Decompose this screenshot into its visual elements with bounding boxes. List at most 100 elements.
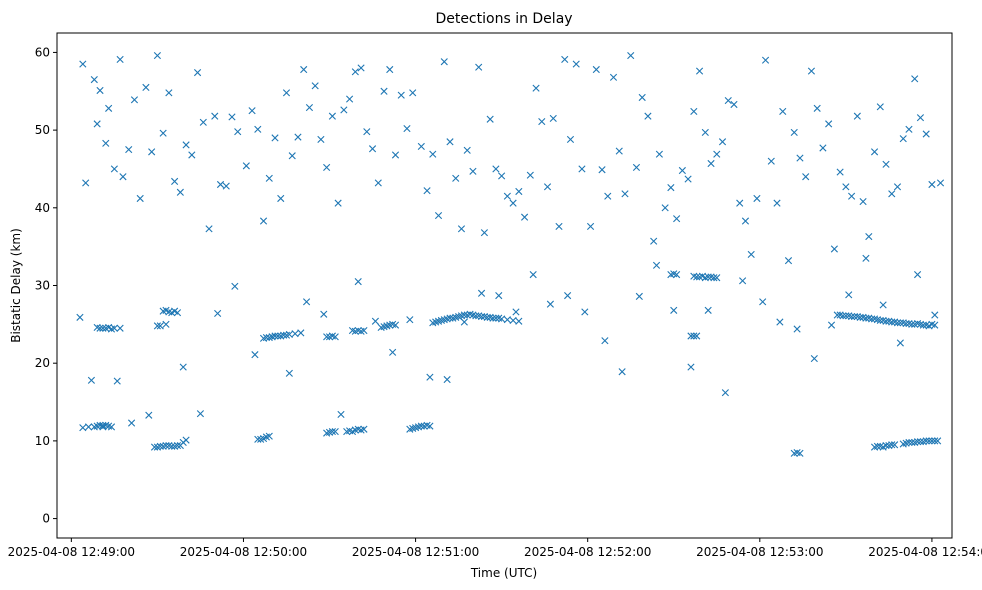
- scatter-point: [483, 313, 491, 321]
- scatter-point: [739, 277, 747, 285]
- scatter-point: [492, 165, 500, 173]
- scatter-point: [346, 95, 354, 103]
- scatter-point: [457, 225, 466, 233]
- scatter-point: [526, 171, 534, 179]
- scatter-point: [919, 321, 927, 329]
- scatter-point: [498, 315, 506, 323]
- scatter-point: [627, 51, 635, 60]
- scatter-point: [609, 73, 618, 81]
- scatter-point: [188, 151, 196, 159]
- scatter-point: [162, 320, 170, 328]
- scatter-point: [271, 332, 279, 340]
- scatter-point: [182, 141, 190, 149]
- scatter-point: [913, 438, 922, 446]
- y-tick-label: 20: [35, 356, 50, 370]
- scatter-point: [105, 104, 113, 112]
- scatter-point: [713, 150, 721, 158]
- scatter-point: [337, 410, 345, 419]
- scatter-point: [417, 422, 425, 430]
- scatter-point: [300, 65, 308, 74]
- scatter-point: [460, 311, 468, 319]
- scatter-point: [153, 322, 161, 330]
- scatter-point: [107, 423, 116, 431]
- scatter-point: [644, 112, 652, 120]
- scatter-point: [452, 174, 460, 182]
- scatter-point: [440, 58, 448, 66]
- scatter-point: [99, 324, 107, 332]
- scatter-point: [165, 89, 173, 97]
- y-tick-label: 50: [35, 123, 50, 137]
- scatter-point: [357, 64, 365, 72]
- scatter-point: [171, 177, 179, 185]
- y-tick-label: 0: [42, 512, 50, 526]
- scatter-point: [578, 165, 586, 173]
- scatter-point: [371, 317, 380, 325]
- y-tick-label: 10: [35, 434, 50, 448]
- scatter-point: [386, 65, 394, 74]
- scatter-point: [469, 167, 477, 175]
- scatter-point: [168, 442, 176, 450]
- scatter-point: [119, 173, 127, 181]
- scatter-point: [254, 435, 262, 443]
- scatter-point: [796, 154, 804, 162]
- scatter-point: [845, 291, 853, 299]
- scatter-point: [876, 316, 884, 325]
- scatter-point: [690, 332, 698, 340]
- scatter-point: [426, 373, 434, 381]
- scatter-point: [561, 55, 569, 64]
- scatter-point: [397, 91, 405, 99]
- scatter-point: [934, 437, 942, 445]
- scatter-point: [761, 56, 770, 64]
- scatter-point: [193, 69, 202, 77]
- scatter-point: [323, 163, 331, 171]
- scatter-point: [136, 194, 144, 203]
- scatter-point: [228, 113, 236, 121]
- scatter-point: [667, 184, 675, 192]
- x-tick-label: 2025-04-08 12:54:00: [868, 545, 982, 559]
- scatter-point: [331, 333, 339, 341]
- scatter-point: [759, 298, 767, 306]
- scatter-point: [515, 187, 523, 196]
- scatter-point: [842, 312, 850, 320]
- scatter-point: [807, 67, 816, 75]
- scatter-point: [747, 250, 755, 259]
- scatter-point: [710, 274, 718, 282]
- scatter-point: [199, 118, 207, 126]
- scatter-point: [477, 289, 486, 297]
- x-tick-label: 2025-04-08 12:49:00: [8, 545, 135, 559]
- scatter-point: [652, 261, 661, 269]
- scatter-point: [876, 103, 884, 111]
- scatter-point: [776, 318, 784, 326]
- scatter-point: [403, 124, 411, 133]
- scatter-point: [891, 441, 899, 449]
- scatter-point: [234, 128, 242, 136]
- scatter-point: [150, 443, 159, 451]
- scatter-point: [389, 348, 397, 356]
- scatter-point: [684, 175, 692, 183]
- scatter-point: [331, 427, 339, 436]
- scatter-point: [632, 163, 641, 171]
- scatter-point: [704, 306, 712, 314]
- scatter-point: [391, 321, 400, 329]
- scatter-point: [145, 411, 153, 419]
- scatter-point: [753, 194, 761, 203]
- scatter-point: [176, 188, 184, 196]
- scatter-point: [125, 145, 133, 154]
- scatter-point: [156, 442, 164, 450]
- scatter-point: [285, 330, 293, 339]
- scatter-point: [784, 257, 793, 265]
- scatter-point: [555, 222, 563, 231]
- scatter-point: [638, 93, 646, 102]
- scatter-point: [882, 160, 890, 168]
- scatter-point: [294, 133, 302, 141]
- scatter-point: [693, 273, 701, 281]
- scatter-point: [480, 229, 489, 237]
- scatter-point: [893, 319, 902, 327]
- scatter-point: [291, 330, 299, 338]
- scatter-point: [572, 60, 580, 68]
- scatter-point: [173, 441, 182, 450]
- scatter-point: [76, 313, 84, 321]
- scatter-point: [102, 139, 110, 147]
- scatter-point: [130, 96, 139, 104]
- scatter-point: [248, 107, 256, 115]
